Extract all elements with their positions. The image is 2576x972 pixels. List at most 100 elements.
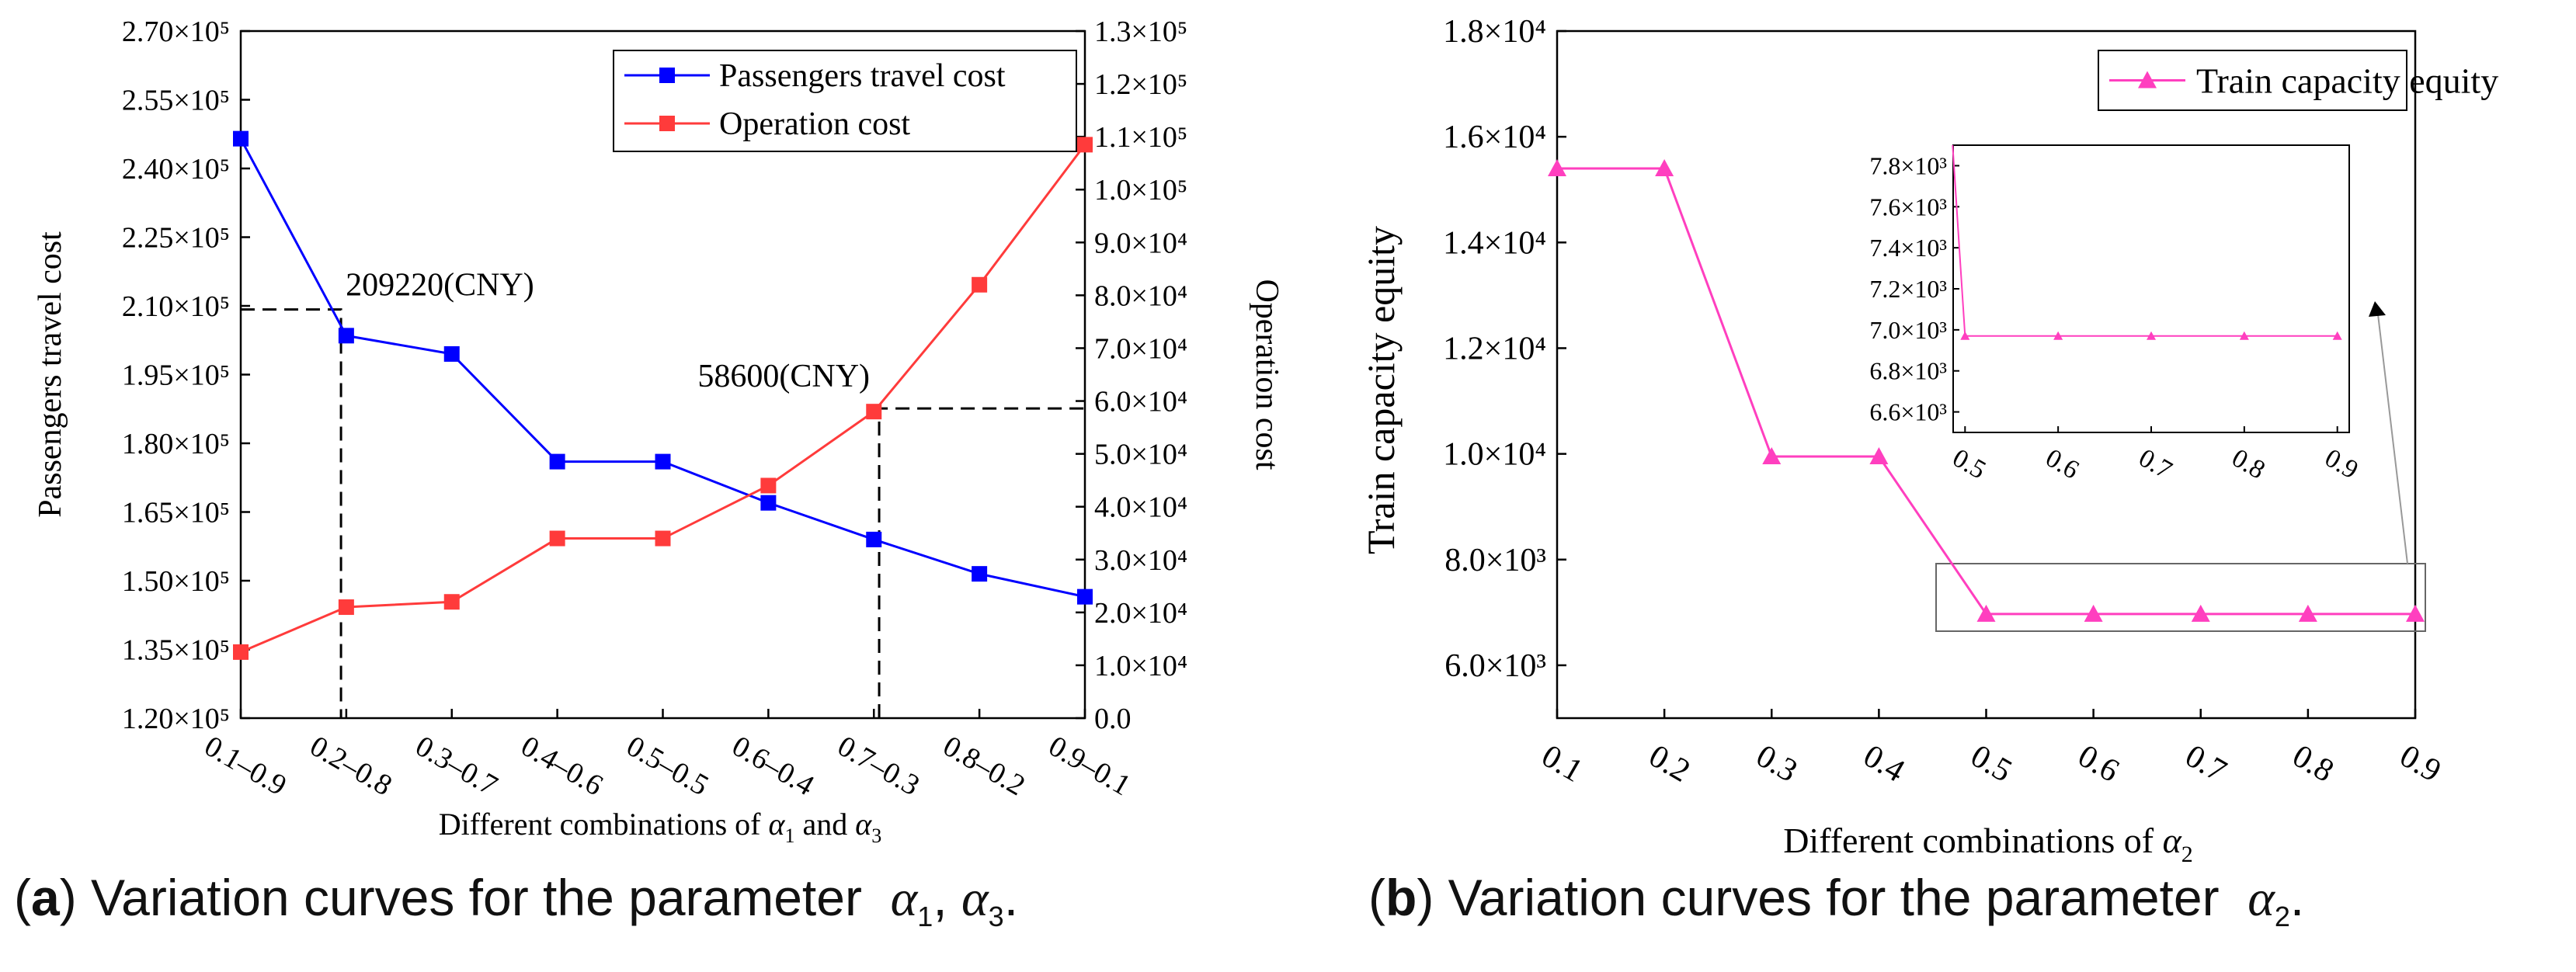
legend-marker bbox=[659, 68, 675, 83]
data-point-operation bbox=[233, 644, 249, 660]
x-axis-label-b: Different combinations of α2 bbox=[1783, 821, 2193, 867]
data-point-equity bbox=[2406, 604, 2425, 622]
caption-a: (a) Variation curves for the parameter α… bbox=[14, 869, 1019, 933]
legend-marker bbox=[659, 116, 675, 131]
x-tick-label: 0.7–0.3 bbox=[832, 730, 925, 802]
data-point-passengers bbox=[1077, 588, 1093, 605]
x-axis-label-part: 3 bbox=[871, 824, 881, 847]
inset-y-tick-label: 7.8×10³ bbox=[1869, 151, 1947, 179]
x-tick-label-b: 0.9 bbox=[2393, 738, 2446, 790]
x-tick-label: 0.8–0.2 bbox=[937, 730, 1031, 802]
legend-marker bbox=[2138, 71, 2157, 89]
x-axis-label-part: α bbox=[768, 807, 785, 842]
data-point-operation bbox=[1077, 137, 1093, 153]
x-tick-label: 0.5–0.5 bbox=[621, 730, 714, 802]
right-tick-label: 1.3×10⁵ bbox=[1094, 16, 1187, 48]
y-tick-label-b: 1.4×10⁴ bbox=[1443, 225, 1546, 261]
left-tick-label: 1.20×10⁵ bbox=[122, 703, 230, 735]
y-tick-label-b: 1.2×10⁴ bbox=[1443, 331, 1546, 366]
data-point-operation bbox=[760, 477, 777, 494]
right-tick-label: 1.2×10⁵ bbox=[1094, 68, 1187, 101]
right-tick-label: 1.0×10⁵ bbox=[1094, 174, 1187, 207]
data-point-operation bbox=[443, 594, 460, 610]
x-axis-label-part: Different combinations of bbox=[439, 807, 769, 842]
data-point-passengers bbox=[972, 566, 988, 582]
y-tick-label-b: 6.0×10³ bbox=[1444, 648, 1546, 684]
inset-data-point bbox=[2147, 331, 2156, 340]
x-tick-label: 0.2–0.8 bbox=[304, 730, 398, 802]
right-tick-label: 1.0×10⁴ bbox=[1094, 650, 1187, 682]
zoom-arrow-head bbox=[2369, 301, 2386, 317]
data-point-passengers bbox=[866, 531, 882, 547]
x-tick-label-b: 0.1 bbox=[1535, 738, 1588, 790]
data-point-equity bbox=[2191, 604, 2210, 622]
data-point-operation bbox=[972, 276, 988, 293]
data-point-passengers bbox=[760, 495, 777, 511]
left-tick-label: 2.25×10⁵ bbox=[122, 222, 230, 255]
inset-y-tick-label: 7.4×10³ bbox=[1869, 234, 1947, 262]
inset-data-point bbox=[2053, 331, 2063, 340]
x-axis-label-part: 1 bbox=[784, 824, 794, 847]
x-tick-label-b: 0.8 bbox=[2286, 738, 2339, 790]
data-point-passengers bbox=[338, 328, 354, 344]
inset-y-tick-label: 7.0×10³ bbox=[1869, 316, 1947, 344]
y-tick-label-b: 1.8×10⁴ bbox=[1443, 14, 1546, 50]
left-tick-label: 1.65×10⁵ bbox=[122, 497, 230, 529]
data-point-equity bbox=[1869, 447, 1889, 465]
right-tick-label: 6.0×10⁴ bbox=[1094, 386, 1187, 418]
data-point-equity bbox=[1655, 159, 1674, 176]
right-tick-label: 5.0×10⁴ bbox=[1094, 439, 1187, 471]
chart-a: 1.20×10⁵ 1.35×10⁵ 1.50×10⁵ 1.65×10⁵ 1.80×10⁵… bbox=[33, 16, 1285, 847]
left-tick-label: 2.40×10⁵ bbox=[122, 153, 230, 186]
x-tick-label-b: 0.3 bbox=[1750, 738, 1803, 790]
left-tick-label: 1.95×10⁵ bbox=[122, 359, 230, 392]
data-point-operation bbox=[338, 599, 354, 616]
right-tick-label: 1.1×10⁵ bbox=[1094, 121, 1187, 154]
inset-x-tick-label: 0.6 bbox=[2041, 443, 2084, 484]
inset-y-tick-label: 6.6×10³ bbox=[1869, 398, 1947, 426]
zoom-region-box bbox=[1935, 563, 2426, 632]
x-axis-label-part: α bbox=[2163, 821, 2182, 860]
y-axis-label-right: Operation cost bbox=[1249, 279, 1285, 470]
x-tick-label-b: 0.7 bbox=[2179, 738, 2232, 790]
inset-x-tick-label: 0.7 bbox=[2134, 443, 2177, 484]
y-tick-label-b: 1.6×10⁴ bbox=[1443, 120, 1546, 155]
x-tick-label: 0.6–0.4 bbox=[727, 730, 820, 802]
legend-box-a bbox=[613, 50, 1077, 152]
y-axis-label-left: Passengers travel cost bbox=[33, 231, 68, 518]
left-tick-label: 2.70×10⁵ bbox=[122, 16, 230, 48]
inset-data-point bbox=[2239, 331, 2249, 340]
series-line-passengers bbox=[239, 137, 1086, 599]
left-tick-label: 2.10×10⁵ bbox=[122, 290, 230, 323]
inset-data-point bbox=[2332, 331, 2342, 340]
right-tick-label: 0.0 bbox=[1094, 703, 1132, 735]
right-tick-label: 4.0×10⁴ bbox=[1094, 491, 1187, 524]
x-tick-label: 0.3–0.7 bbox=[410, 730, 503, 802]
data-point-passengers bbox=[443, 345, 460, 362]
right-tick-label: 3.0×10⁴ bbox=[1094, 544, 1187, 577]
inset-frame bbox=[1952, 144, 2350, 433]
left-tick-label: 1.50×10⁵ bbox=[122, 565, 230, 598]
inset-series-line bbox=[1952, 144, 2338, 337]
data-point-operation bbox=[549, 530, 565, 547]
x-tick-label-b: 0.4 bbox=[1858, 738, 1910, 790]
x-axis-label: Different combinations of α1 and α3 bbox=[439, 807, 881, 847]
zoom-arrow-line bbox=[2377, 314, 2408, 564]
data-point-equity bbox=[1762, 447, 1782, 465]
inset-x-tick-label: 0.5 bbox=[1948, 443, 1990, 484]
data-point-operation bbox=[866, 404, 882, 420]
x-axis-label-part: and bbox=[794, 807, 855, 842]
left-tick-label: 1.35×10⁵ bbox=[122, 634, 230, 667]
caption-b: (b) Variation curves for the parameter α… bbox=[1368, 869, 2305, 933]
data-point-equity bbox=[2298, 604, 2317, 622]
data-point-equity bbox=[1976, 604, 1996, 622]
y-tick-label-b: 8.0×10³ bbox=[1444, 543, 1546, 578]
x-axis-label-part: Different combinations of bbox=[1783, 821, 2162, 860]
legend-label: Operation cost bbox=[719, 106, 910, 142]
data-point-passengers bbox=[549, 453, 565, 470]
x-axis-label-part: α bbox=[855, 807, 872, 842]
y-tick-label-b: 1.0×10⁴ bbox=[1443, 437, 1546, 473]
data-point-passengers bbox=[655, 453, 671, 470]
left-tick-label: 2.55×10⁵ bbox=[122, 85, 230, 117]
data-point-equity bbox=[1548, 159, 1566, 176]
